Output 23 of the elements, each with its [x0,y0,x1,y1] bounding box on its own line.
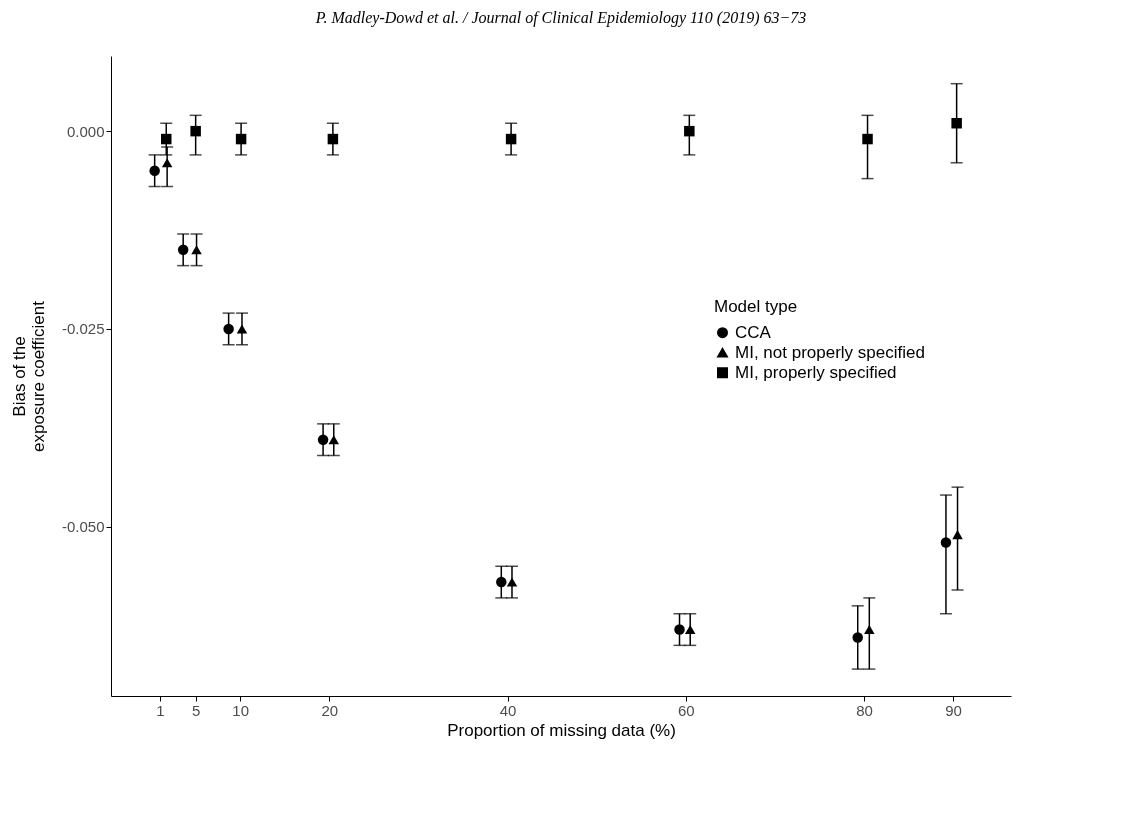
y-axis-title: Bias of the exposure coefficient [9,300,48,452]
x-tick-label: 1 [156,701,165,719]
x-tick-label: 60 [677,701,695,719]
x-tick-label: 20 [321,701,339,719]
legend-title: Model type [714,297,798,317]
legend-label: CCA [735,322,772,342]
point [684,125,695,137]
point [951,118,962,129]
point [190,125,201,137]
x-tick-label: 80 [856,701,873,719]
point [862,133,873,145]
y-tick-label: 0.000 [66,122,105,140]
chart-title: P. Madley-Dowd et al. / Journal of Clinical Epidemiology 110 (2019) 63−73 [314,9,807,27]
legend-label: MI, properly specified [735,362,897,382]
x-tick-label: 40 [499,701,517,719]
legend-label: MI, not properly specified [735,342,925,362]
x-tick-label: 10 [232,701,250,719]
x-tick-label: 90 [945,701,962,719]
y-tick-label: -0.025 [61,320,105,338]
x-axis-title: Proportion of missing data (%) [447,720,676,740]
point [674,624,685,635]
y-tick-label: -0.050 [61,518,105,536]
x-tick-label: 5 [191,701,201,719]
